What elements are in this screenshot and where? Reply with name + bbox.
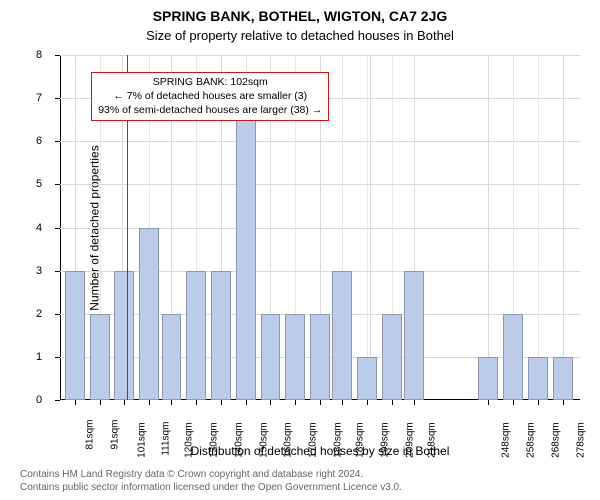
bar	[211, 271, 231, 400]
bar	[186, 271, 206, 400]
bar	[310, 314, 330, 400]
y-tick	[55, 357, 60, 358]
x-tick	[246, 400, 247, 405]
y-tick-label: 5	[36, 178, 42, 190]
bar	[236, 98, 256, 400]
y-tick	[55, 271, 60, 272]
x-tick	[171, 400, 172, 405]
x-tick	[367, 400, 368, 405]
bar	[261, 314, 281, 400]
y-tick	[55, 184, 60, 185]
x-tick	[342, 400, 343, 405]
x-tick	[221, 400, 222, 405]
x-tick	[196, 400, 197, 405]
y-tick-label: 2	[36, 308, 42, 320]
annotation-line-1: SPRING BANK: 102sqm	[98, 76, 322, 90]
annotation-line-3: 93% of semi-detached houses are larger (…	[98, 104, 322, 118]
page-title-sub: Size of property relative to detached ho…	[0, 24, 600, 47]
y-tick	[55, 55, 60, 56]
x-tick	[320, 400, 321, 405]
page-title-address: SPRING BANK, BOTHEL, WIGTON, CA7 2JG	[0, 0, 600, 24]
chart-container: SPRING BANK, BOTHEL, WIGTON, CA7 2JG Siz…	[0, 0, 600, 500]
bar	[357, 357, 377, 400]
y-tick-label: 3	[36, 265, 42, 277]
bar	[404, 271, 424, 400]
bar	[285, 314, 305, 400]
y-tick-label: 0	[36, 394, 42, 406]
y-tick	[55, 141, 60, 142]
y-tick	[55, 98, 60, 99]
credit-line-2: Contains public sector information licen…	[20, 482, 402, 495]
bar	[162, 314, 182, 400]
x-tick	[124, 400, 125, 405]
y-tick	[55, 314, 60, 315]
y-tick	[55, 400, 60, 401]
y-tick	[55, 228, 60, 229]
x-tick	[563, 400, 564, 405]
x-tick	[295, 400, 296, 405]
y-tick-label: 7	[36, 92, 42, 104]
x-tick	[270, 400, 271, 405]
x-tick	[513, 400, 514, 405]
chart-zone: Number of detached properties 0123456788…	[60, 55, 580, 400]
y-tick-label: 1	[36, 351, 42, 363]
grid-line-v	[370, 55, 371, 400]
x-tick	[414, 400, 415, 405]
bar	[528, 357, 548, 400]
x-tick	[488, 400, 489, 405]
credit-line-1: Contains HM Land Registry data © Crown c…	[20, 469, 402, 482]
bar	[553, 357, 573, 400]
x-tick	[392, 400, 393, 405]
x-tick	[149, 400, 150, 405]
bar	[478, 357, 498, 400]
bar	[65, 271, 85, 400]
y-tick-label: 6	[36, 135, 42, 147]
x-tick	[100, 400, 101, 405]
bar	[139, 228, 159, 401]
plot-area: 01234567881sqm91sqm101sqm111sqm120sqm130…	[60, 55, 580, 400]
grid-line-v-minor	[367, 55, 368, 400]
grid-line-v-minor	[538, 55, 539, 400]
bar	[332, 271, 352, 400]
credits: Contains HM Land Registry data © Crown c…	[20, 469, 402, 494]
annotation-box: SPRING BANK: 102sqm← 7% of detached hous…	[91, 72, 329, 121]
bar	[90, 314, 110, 400]
bar	[114, 271, 134, 400]
x-axis-label: Distribution of detached houses by size …	[60, 444, 580, 458]
y-tick-label: 8	[36, 49, 42, 61]
grid-line-v	[563, 55, 564, 400]
x-tick	[538, 400, 539, 405]
x-tick	[75, 400, 76, 405]
annotation-line-2: ← 7% of detached houses are smaller (3)	[98, 90, 322, 104]
y-tick-label: 4	[36, 222, 42, 234]
grid-line-v	[488, 55, 489, 400]
bar	[503, 314, 523, 400]
bar	[382, 314, 402, 400]
